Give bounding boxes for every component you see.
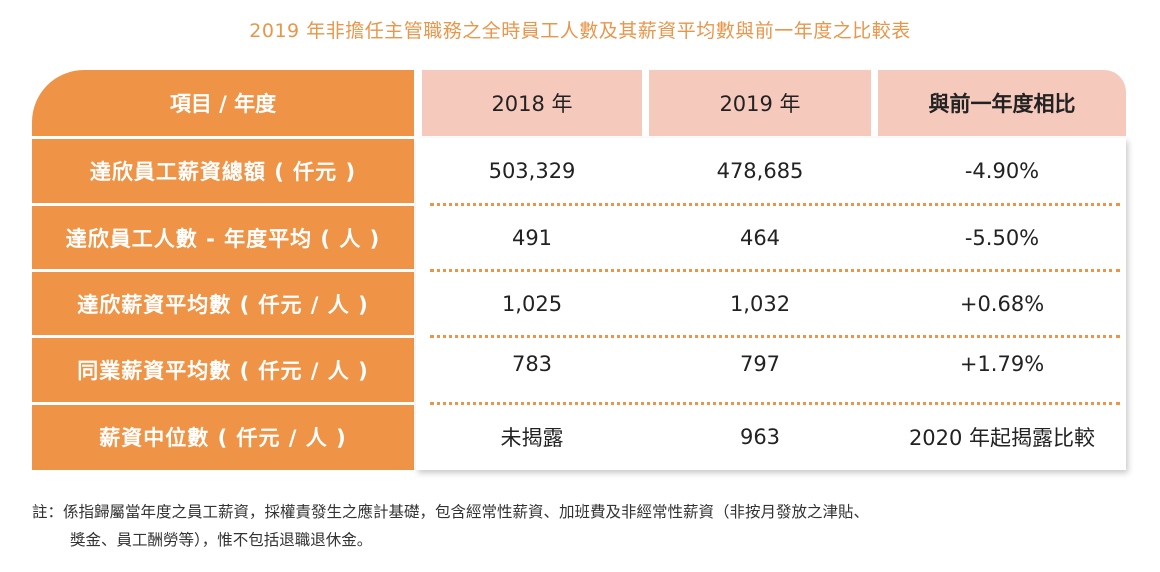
row-separator (32, 269, 414, 272)
cell-2019: 1,032 (729, 292, 791, 316)
cell-2019: 797 (739, 352, 781, 376)
footnote: 註：係指歸屬當年度之員工薪資，採權責發生之應計基礎，包含經常性薪資、加班費及非經… (32, 498, 1132, 554)
row-separator (32, 402, 414, 405)
row-divider-dotted (430, 402, 1120, 405)
cell-compare: +1.79% (959, 352, 1045, 376)
cell-2018: 783 (511, 352, 553, 376)
header-item-year: 項目 / 年度 (169, 92, 277, 116)
cell-2018: 491 (511, 226, 553, 250)
table-title: 2019 年非擔任主管職務之全時員工人數及其薪資平均數與前一年度之比較表 (249, 20, 911, 42)
row-divider-dotted (430, 335, 1120, 338)
comparison-table: 項目 / 年度 2018 年 2019 年 與前一年度相比 達欣員工薪資總額 (… (32, 70, 1126, 470)
cell-2018: 1,025 (501, 292, 563, 316)
footnote-line-2: 獎金、員工酬勞等），惟不包括退職退休金。 (70, 531, 373, 549)
row-label-total-salary: 達欣員工薪資總額 ( 仟元 ) (89, 160, 357, 184)
row-separator (32, 335, 414, 338)
row-separator (32, 203, 414, 206)
header-2018: 2018 年 (422, 70, 642, 136)
cell-compare: 2020 年起揭露比較 (908, 426, 1096, 450)
cell-2018: 未揭露 (500, 426, 564, 450)
row-separator (32, 136, 414, 139)
cell-compare: +0.68% (959, 292, 1045, 316)
header-compare: 與前一年度相比 (878, 70, 1126, 136)
row-label-average-salary: 達欣薪資平均數 ( 仟元 / 人 ) (77, 293, 369, 317)
cell-2019: 478,685 (716, 159, 804, 183)
cell-compare: -4.90% (964, 159, 1040, 183)
row-label-industry-average: 同業薪資平均數 ( 仟元 / 人 ) (77, 359, 369, 383)
header-2019: 2019 年 (649, 70, 871, 136)
row-label-headcount: 達欣員工人數 - 年度平均 ( 人 ) (65, 227, 381, 251)
row-divider-dotted (430, 203, 1120, 206)
cell-compare: -5.50% (964, 226, 1040, 250)
cell-2019: 464 (739, 226, 781, 250)
cell-2018: 503,329 (488, 159, 576, 183)
row-label-median-salary: 薪資中位數 ( 仟元 / 人 ) (99, 426, 347, 450)
data-panel (416, 138, 1126, 470)
row-divider-dotted (430, 269, 1120, 272)
cell-2019: 963 (739, 425, 781, 449)
footnote-line-1: 註：係指歸屬當年度之員工薪資，採權責發生之應計基礎，包含經常性薪資、加班費及非經… (32, 503, 870, 521)
